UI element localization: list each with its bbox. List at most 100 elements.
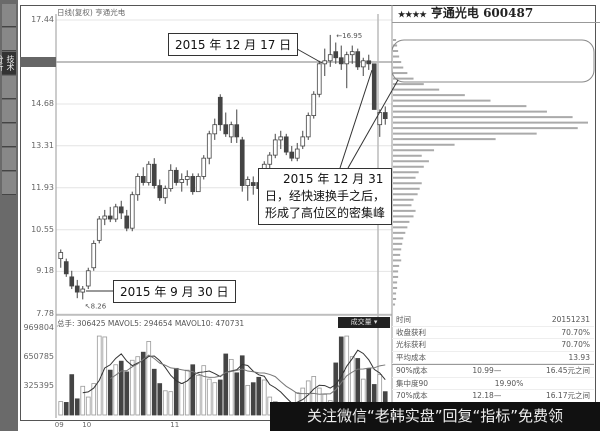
price-tick-label: 7.78 [36,309,54,318]
volume-bar [140,351,146,416]
volume-bar [118,360,124,416]
volume-bar [69,374,75,416]
info-row: 90%成本 10.99— 16.45元之间 [392,364,594,378]
candle-up [80,288,86,293]
price-tick-label: 14.68 [31,99,54,108]
info-row: 70%成本 12.18— 16.17元之间 [392,390,594,403]
candle-up [179,179,185,183]
volume-tick-label: 325395 [23,380,54,390]
indicator-selector[interactable]: 成交量 ▾ [338,317,390,328]
volume-bar [195,375,201,416]
candle-up [184,176,190,180]
stock-code: 600487 [483,6,534,20]
volume-bar [63,402,69,416]
sidebar-tab[interactable] [2,28,16,51]
volume-bar [151,368,157,416]
candle-up [278,136,284,141]
candle-up [85,270,91,287]
candle-down [157,185,163,199]
candle-up [96,218,102,241]
candle-up [135,176,141,196]
sidebar-tab[interactable] [2,4,16,27]
info-label: 集中度90 [396,378,429,388]
candle-down [69,276,75,287]
volume-bar [212,382,218,416]
candle-up [245,179,251,186]
volume-bar [80,385,86,416]
candle-up [212,124,218,135]
candle-down [74,285,80,293]
info-value: 20151231 [551,315,590,324]
candle-down [118,206,124,214]
candle-up [327,54,333,62]
candle-down [173,169,179,183]
volume-bar [135,356,141,416]
candle-up [316,63,322,95]
volume-bar [107,369,113,416]
candle-down [338,57,344,65]
info-label: 平均成本 [396,352,426,362]
info-row: 时间 20151231 [392,314,594,327]
mavol5-line [82,349,386,404]
volume-bar [179,383,185,416]
volume-bar [184,369,190,416]
candle-up [129,194,135,229]
indicator-label: 成交量 [350,318,372,326]
price-tick-label: 9.18 [36,266,54,276]
sidebar-tab[interactable] [2,100,16,123]
candle-up [228,124,234,138]
info-row: 平均成本 13.93 [392,352,594,364]
sidebar-tab[interactable] [2,124,16,147]
candle-down [217,96,223,126]
watermark-banner: 关注微信“老韩实盘”回复“指标”免费领 [270,402,600,431]
candle-up [146,163,152,183]
annotation-dec17: 2015 年 12 月 17 日 [168,33,299,56]
volume-bar [234,372,240,416]
rating-stars: ★★★★ [398,9,427,19]
candle-down [107,215,113,220]
volume-tick-label: 969804 [23,323,54,332]
volume-bar [261,379,267,416]
candle-down [283,136,289,153]
x-tick-label: 11 [170,421,179,429]
info-label: 收盘获利 [396,327,426,337]
volume-bar [239,355,245,416]
candle-down [140,176,146,183]
volume-bar [58,401,64,416]
sidebar-tab[interactable] [2,172,16,195]
candle-down [234,124,240,138]
info-row: 集中度90 19.90% [392,378,594,390]
volume-bar [250,382,256,416]
candle-up [300,136,306,147]
sidebar-tab[interactable] [2,76,16,99]
volume-bar [168,391,174,416]
candle-down [366,60,372,65]
candle-up [360,60,366,68]
sidebar-tab[interactable] [2,148,16,171]
volume-bar [162,390,168,416]
volume-bar [146,341,152,416]
candle-up [322,60,328,65]
sidebar-tab[interactable]: 技术分析 [0,52,16,75]
volume-bar [206,378,212,416]
price-tick-label: 13.31 [31,140,54,150]
candle-up [102,215,108,220]
volume-bar [228,358,234,416]
candle-down [190,176,196,193]
candle-down [239,139,245,186]
candle-down [250,182,256,186]
info-value: 16.45元之间 [546,366,590,375]
cursor-price-marker [20,57,56,67]
candle-up [91,242,97,269]
annotation-dec31: 2015 年 12 月 31 日，经快速换手之后，形成了高位区的密集峰 [258,168,392,225]
candle-down [355,51,361,68]
chip-info-table: 时间 20151231 收盘获利 70.70% 光标获利 70.70% 平均成本 13.93 9… [392,314,594,403]
candle-down [382,112,388,120]
candle-up [305,115,311,138]
volume-bar [91,383,97,416]
annotation-arrow [339,69,373,169]
volume-bar [190,364,196,416]
annotation-sep30: 2015 年 9 月 30 日 [113,280,236,303]
candle-up [311,93,317,116]
price-tick-label: 11.93 [31,182,54,192]
